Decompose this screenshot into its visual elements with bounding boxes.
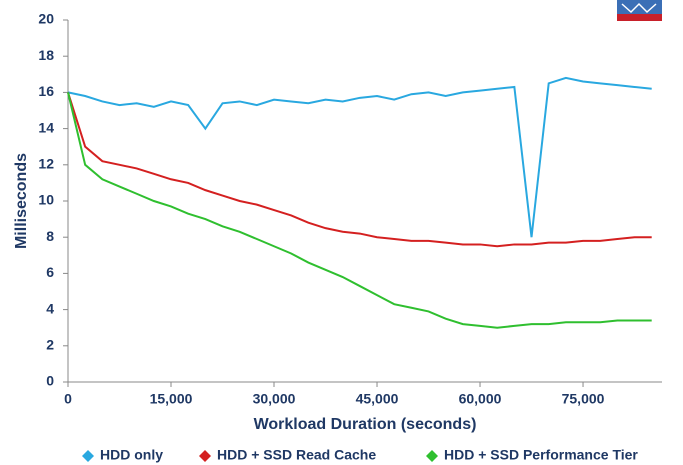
series-line — [67, 92, 652, 248]
y-tick-label: 8 — [46, 228, 54, 244]
y-tick-label: 4 — [46, 300, 54, 316]
legend-label: HDD only — [100, 447, 163, 463]
series-line — [67, 92, 652, 329]
x-tick-label: 75,000 — [562, 391, 605, 407]
y-tick-label: 10 — [38, 192, 54, 208]
y-tick-label: 20 — [38, 11, 54, 27]
series-line — [67, 76, 652, 238]
legend-marker — [426, 450, 438, 462]
y-tick-label: 18 — [38, 47, 54, 63]
legend-label: HDD + SSD Read Cache — [217, 447, 376, 463]
x-tick-label: 15,000 — [150, 391, 193, 407]
x-tick-label: 0 — [64, 391, 72, 407]
x-tick-label: 45,000 — [356, 391, 399, 407]
x-tick-label: 60,000 — [459, 391, 502, 407]
y-tick-label: 14 — [38, 119, 54, 135]
x-tick-label: 30,000 — [253, 391, 296, 407]
y-tick-label: 12 — [38, 156, 54, 172]
y-tick-label: 16 — [38, 83, 54, 99]
y-tick-label: 6 — [46, 264, 54, 280]
x-axis-label: Workload Duration (seconds) — [254, 416, 477, 433]
legend-label: HDD + SSD Performance Tier — [444, 447, 638, 463]
logo — [617, 0, 662, 21]
y-tick-label: 0 — [46, 373, 54, 389]
legend-marker — [199, 450, 211, 462]
y-tick-label: 2 — [46, 337, 54, 353]
y-axis-label: Milliseconds — [13, 153, 30, 249]
legend-marker — [82, 450, 94, 462]
